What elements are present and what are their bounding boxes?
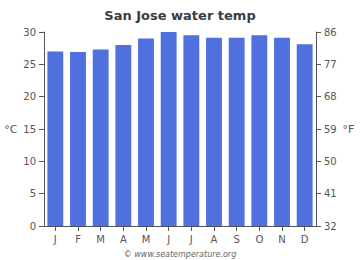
svg-text:S: S bbox=[233, 234, 239, 245]
svg-text:10: 10 bbox=[23, 156, 36, 167]
svg-text:D: D bbox=[301, 234, 309, 245]
svg-text:15: 15 bbox=[23, 124, 36, 135]
svg-text:F: F bbox=[75, 234, 81, 245]
svg-text:30: 30 bbox=[23, 27, 36, 38]
svg-text:0: 0 bbox=[30, 221, 36, 232]
svg-text:59: 59 bbox=[324, 124, 337, 135]
svg-text:M: M bbox=[142, 234, 151, 245]
svg-text:20: 20 bbox=[23, 91, 36, 102]
svg-text:86: 86 bbox=[324, 27, 337, 38]
svg-text:J: J bbox=[53, 234, 57, 245]
svg-text:A: A bbox=[120, 234, 127, 245]
svg-text:5: 5 bbox=[30, 188, 36, 199]
svg-text:32: 32 bbox=[324, 221, 337, 232]
svg-text:77: 77 bbox=[324, 59, 337, 70]
svg-text:°F: °F bbox=[343, 123, 355, 136]
svg-text:© www.seatemperature.org: © www.seatemperature.org bbox=[124, 250, 236, 259]
svg-text:A: A bbox=[211, 234, 218, 245]
svg-text:50: 50 bbox=[324, 156, 337, 167]
svg-text:J: J bbox=[189, 234, 193, 245]
svg-text:M: M bbox=[96, 234, 105, 245]
svg-text:68: 68 bbox=[324, 91, 337, 102]
svg-text:J: J bbox=[166, 234, 170, 245]
svg-text:25: 25 bbox=[23, 59, 36, 70]
svg-text:°C: °C bbox=[4, 123, 18, 136]
svg-text:N: N bbox=[278, 234, 285, 245]
svg-text:O: O bbox=[255, 234, 263, 245]
svg-text:41: 41 bbox=[324, 188, 337, 199]
svg-text:San Jose water temp: San Jose water temp bbox=[104, 8, 255, 23]
